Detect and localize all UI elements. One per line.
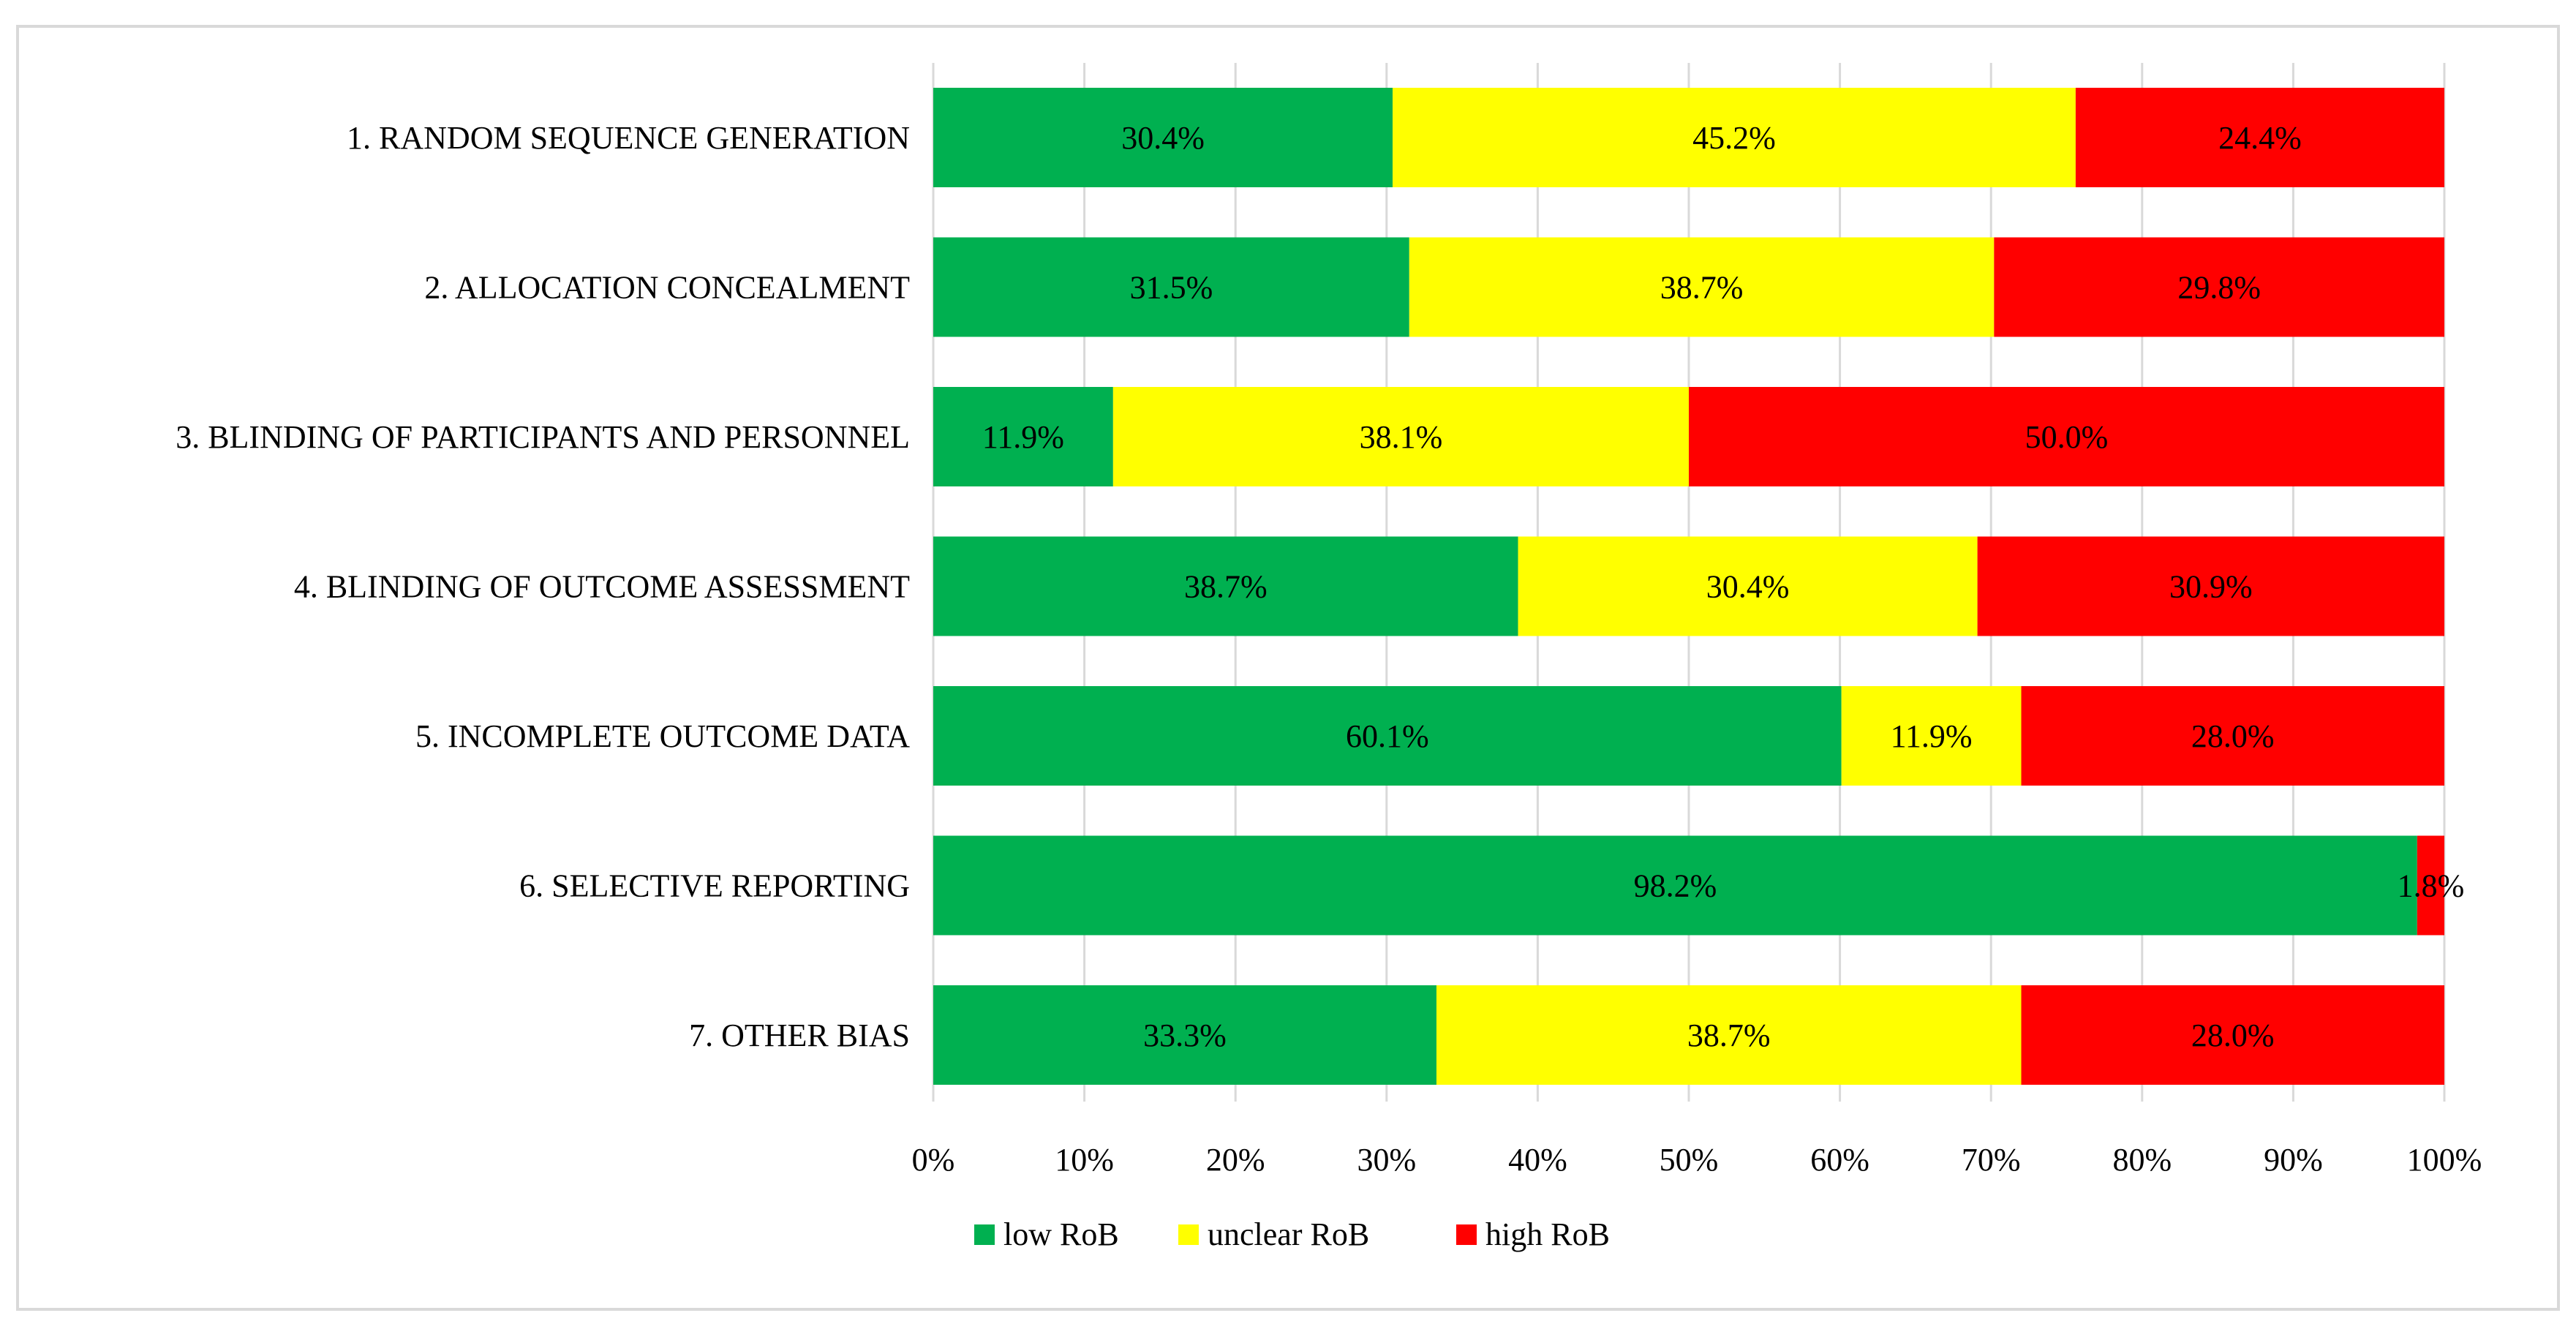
data-label: 38.1% [1360, 419, 1443, 455]
data-label: 38.7% [1687, 1017, 1771, 1053]
data-label: 33.3% [1143, 1017, 1227, 1053]
legend-label: low RoB [1003, 1216, 1119, 1252]
data-label: 30.9% [2169, 569, 2253, 605]
bar-low-rob [933, 835, 2417, 936]
bar-high-rob [2021, 686, 2444, 786]
bar-unclear-rob [1518, 536, 1978, 636]
x-tick-label: 90% [2264, 1142, 2323, 1178]
category-label: 6. SELECTIVE REPORTING [519, 868, 910, 904]
bar-segments: 30.4% 45.2% 24.4% 31.5% 38.7% 29.8% 11.9% 38.1%… [933, 88, 2464, 1085]
x-tick-label: 30% [1357, 1142, 1416, 1178]
legend-swatch-high-rob [1456, 1224, 1477, 1245]
bar-unclear-rob [1112, 387, 1689, 486]
bar-low-rob [933, 387, 1113, 486]
data-label: 30.4% [1706, 569, 1790, 605]
data-label: 30.4% [1121, 120, 1205, 156]
x-tick-label: 60% [1810, 1142, 1869, 1178]
chart-frame: 30.4% 45.2% 24.4% 31.5% 38.7% 29.8% 11.9% 38.1%… [16, 25, 2560, 1311]
x-tick-label: 70% [1962, 1142, 2021, 1178]
legend-label: unclear RoB [1208, 1216, 1369, 1252]
category-label: 3. BLINDING OF PARTICIPANTS AND PERSONNE… [176, 419, 910, 455]
data-label: 11.9% [1891, 718, 1973, 754]
bar-low-rob [933, 88, 1393, 187]
bar-high-rob [1977, 536, 2444, 636]
legend-swatch-low-rob [974, 1224, 995, 1245]
bar-low-rob [933, 985, 1436, 1085]
risk-of-bias-chart: 30.4% 45.2% 24.4% 31.5% 38.7% 29.8% 11.9% 38.1%… [176, 63, 2482, 1252]
data-label: 50.0% [2025, 419, 2109, 455]
bar-high-rob [2417, 835, 2444, 936]
data-label: 38.7% [1184, 569, 1268, 605]
data-label: 45.2% [1692, 120, 1776, 156]
legend-swatch-unclear-rob [1178, 1224, 1199, 1245]
data-label: 28.0% [2191, 718, 2275, 754]
data-label: 1.8% [2398, 868, 2465, 904]
x-tick-label: 10% [1055, 1142, 1114, 1178]
x-tick-label: 0% [912, 1142, 955, 1178]
bar-low-rob [933, 237, 1409, 337]
data-label: 38.7% [1660, 270, 1744, 306]
legend-label: high RoB [1485, 1216, 1610, 1252]
legend: low RoB unclear RoB high RoB [974, 1216, 1610, 1252]
data-label: 28.0% [2191, 1017, 2275, 1053]
data-label: 60.1% [1346, 718, 1429, 754]
bar-high-rob [1994, 237, 2444, 337]
data-label: 98.2% [1634, 868, 1717, 904]
x-axis-ticks: 0% 10% 20% 30% 40% 50% 60% 70% 80% 90% 100% [912, 1142, 2482, 1178]
data-label: 31.5% [1130, 270, 1213, 306]
bar-unclear-rob [1409, 237, 1995, 337]
x-tick-label: 40% [1508, 1142, 1567, 1178]
category-labels: 1. RANDOM SEQUENCE GENERATION 2. ALLOCATI… [176, 120, 910, 1053]
bar-unclear-rob [1841, 686, 2022, 786]
bar-low-rob [933, 686, 1842, 786]
bar-high-rob [2021, 985, 2444, 1085]
bar-unclear-rob [1393, 88, 2076, 187]
x-tick-label: 50% [1660, 1142, 1719, 1178]
data-label: 29.8% [2177, 270, 2261, 306]
x-tick-label: 100% [2407, 1142, 2482, 1178]
category-label: 7. OTHER BIAS [689, 1017, 910, 1053]
bar-high-rob [2075, 88, 2444, 187]
data-label: 24.4% [2218, 120, 2302, 156]
data-label: 11.9% [982, 419, 1064, 455]
bar-low-rob [933, 536, 1518, 636]
category-label: 4. BLINDING OF OUTCOME ASSESSMENT [294, 569, 910, 605]
x-tick-label: 80% [2112, 1142, 2172, 1178]
category-label: 1. RANDOM SEQUENCE GENERATION [347, 120, 910, 156]
bar-unclear-rob [1436, 985, 2022, 1085]
category-label: 5. INCOMPLETE OUTCOME DATA [415, 718, 910, 754]
x-tick-label: 20% [1206, 1142, 1265, 1178]
bar-high-rob [1689, 387, 2444, 486]
category-label: 2. ALLOCATION CONCEALMENT [424, 270, 910, 306]
